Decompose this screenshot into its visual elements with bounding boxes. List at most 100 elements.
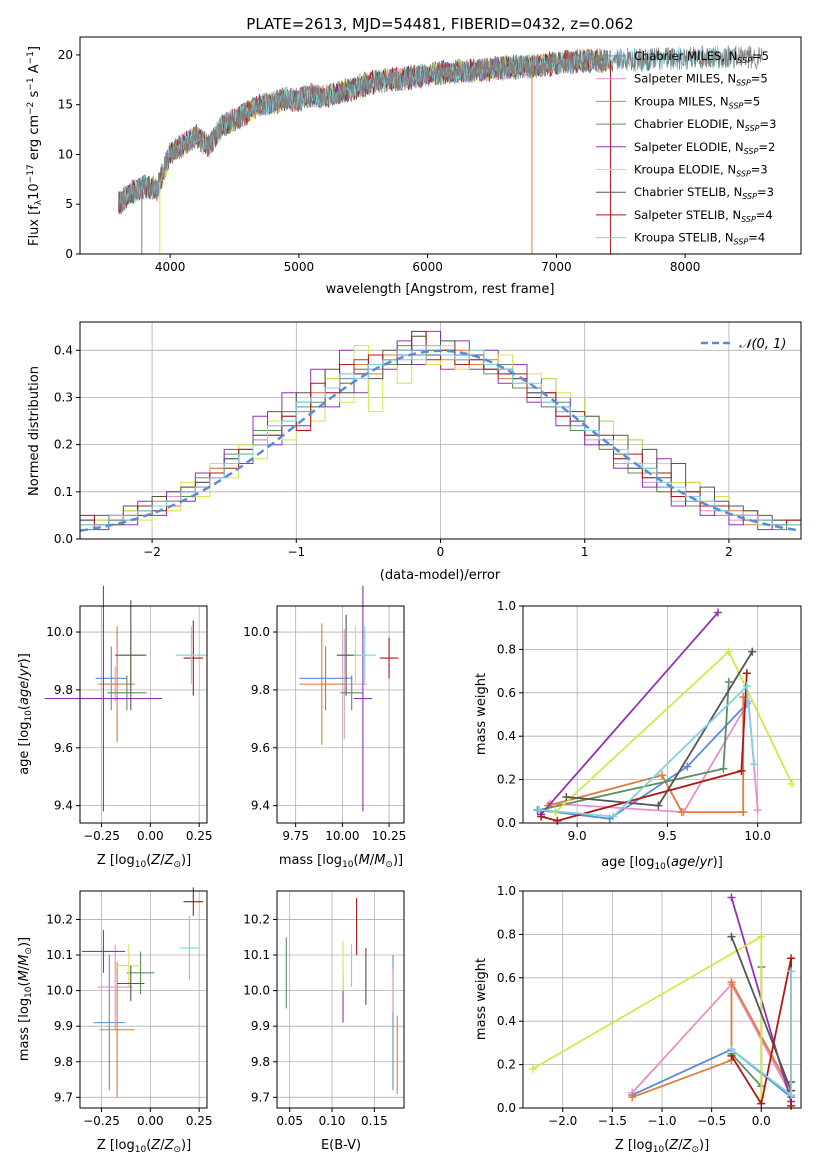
y-tick-label: 0.8 [497, 642, 516, 656]
y-tick-label: 9.4 [54, 799, 73, 813]
weight-point-marker [713, 608, 722, 617]
weight-point-marker [658, 771, 666, 780]
z-weight-panel: −2.0 −1.5 −1.0 −0.5 0.0 0.0 0.2 0.4 0.6 0.8 1.0 Z … [474, 884, 802, 1155]
legend-label: Kroupa STELIB, NSSP=4 [634, 231, 765, 247]
normal-legend-label: 𝒩(0, 1) [739, 337, 786, 352]
weight-point-marker [787, 954, 796, 963]
z-weight-xlabel: Z [log10(Z/Z⊙)] [615, 1138, 709, 1155]
x-tick-label: −2.0 [548, 1114, 577, 1128]
x-tick-label: −0.25 [83, 1114, 120, 1128]
weight-point-marker [654, 801, 663, 810]
weight-point-marker [727, 1045, 736, 1054]
weight-point-marker [757, 1099, 766, 1108]
weight-point-marker [535, 805, 544, 814]
weight-point-marker [562, 792, 571, 801]
mass-vs-age-panel: 9.75 10.00 10.25 9.4 9.6 9.8 10.0 mass [log10(… [243, 585, 406, 870]
y-tick-label: 9.7 [251, 1090, 270, 1104]
y-tick-label: 9.6 [251, 741, 270, 755]
y-tick-label: 0.0 [497, 1101, 516, 1115]
y-tick-label: 10.1 [46, 948, 73, 962]
weight-line [540, 673, 748, 822]
figure-title: PLATE=2613, MJD=54481, FIBERID=0432, z=0… [246, 15, 633, 33]
y-tick-label: 9.4 [251, 799, 270, 813]
y-tick-label: 0.8 [497, 927, 516, 941]
weight-line [540, 611, 719, 815]
weight-point-marker [753, 805, 762, 814]
weight-point-marker [528, 1064, 537, 1073]
y-tick-label: 0.1 [54, 485, 73, 499]
observed-spectrum-line [118, 45, 763, 213]
z-age-axes-frame [79, 605, 208, 824]
weight-point-marker [719, 764, 728, 773]
age-weight-axes-frame [522, 605, 802, 824]
y-tick-label: 0.4 [497, 1014, 516, 1028]
y-tick-label: 15 [58, 98, 73, 112]
x-tick-label: 0.0 [752, 1114, 771, 1128]
spectrum-axes-frame [79, 36, 802, 255]
weight-point-marker [609, 812, 618, 821]
x-tick-label: 0.10 [319, 1114, 346, 1128]
y-tick-label: 0.0 [54, 532, 73, 546]
legend-label: Salpeter STELIB, NSSP=4 [634, 208, 773, 224]
y-tick-label: 1.0 [497, 599, 516, 613]
weight-point-marker [683, 762, 692, 771]
residual-histogram-panel: −2 −1 0 1 2 0.0 0.1 0.2 0.3 0.4 𝒩(0, 1) (data-mod… [27, 321, 802, 583]
z-mass-xlabel: Z [log10(Z/Z⊙)] [97, 1138, 191, 1155]
weight-point-marker [727, 893, 736, 902]
weight-point-marker [787, 779, 796, 788]
y-tick-label: 0.3 [54, 390, 73, 404]
spectrum-xlabel: wavelength [Angstrom, rest frame] [326, 282, 555, 297]
legend-label: Salpeter ELODIE, NSSP=2 [634, 140, 775, 156]
histogram-xlabel: (data-model)/error [380, 568, 501, 583]
weight-point-marker [748, 647, 757, 656]
weight-point-marker [628, 1093, 637, 1102]
weight-point-marker [742, 669, 751, 678]
y-tick-label: 0.4 [497, 729, 516, 743]
x-tick-label: −0.25 [83, 829, 120, 843]
legend-label: Salpeter MILES, NSSP=5 [634, 72, 768, 88]
y-tick-label: 10.1 [243, 948, 270, 962]
weight-point-marker [787, 1090, 796, 1099]
weight-point-marker [739, 808, 748, 817]
x-tick-label: 4000 [155, 260, 186, 274]
x-tick-label: 9.75 [282, 829, 309, 843]
mass-age-xlabel: mass [log10(M/M⊙)] [279, 853, 403, 870]
x-tick-label: 0.05 [276, 1114, 303, 1128]
y-tick-label: 20 [58, 48, 73, 62]
x-tick-label: 0 [437, 545, 445, 559]
z-vs-mass-panel: −0.25 0.00 0.25 9.7 9.8 9.9 10.0 10.1 10.2 Z [lo… [17, 887, 213, 1155]
y-tick-label: 9.8 [251, 1055, 270, 1069]
weight-point-marker [537, 812, 546, 821]
weight-point-marker [677, 808, 686, 817]
x-tick-label: 1 [581, 545, 589, 559]
x-tick-label: 0.00 [137, 829, 164, 843]
legend-label: Kroupa ELODIE, NSSP=3 [634, 163, 768, 179]
z-age-ylabel: age [log10(age/yr)] [17, 653, 34, 775]
weight-point-marker [757, 932, 766, 941]
z-mass-axes-frame [79, 890, 208, 1109]
y-tick-label: 5 [65, 197, 73, 211]
x-tick-label: −1.5 [598, 1114, 627, 1128]
z-age-xlabel: Z [log10(Z/Z⊙)] [97, 853, 191, 870]
x-tick-label: 10.0 [744, 829, 771, 843]
z-mass-ylabel: mass [log10(M/M⊙)] [17, 937, 34, 1061]
spectrum-ylabel: Flux [fλ10−17 erg cm−2 s−1 A−1] [26, 46, 44, 246]
weight-point-marker [737, 766, 746, 775]
y-tick-label: 10.0 [243, 984, 270, 998]
weight-point-marker [724, 677, 733, 686]
x-tick-label: 2 [725, 545, 733, 559]
x-tick-label: −2 [143, 545, 161, 559]
ebv-mass-axes-frame [276, 890, 405, 1109]
weight-point-marker [724, 647, 733, 656]
x-tick-label: 10.00 [325, 829, 359, 843]
x-tick-label: −1 [287, 545, 305, 559]
weight-line [539, 684, 755, 818]
weight-point-marker [787, 967, 796, 976]
histogram-ylabel: Normed distribution [27, 366, 42, 496]
mass-age-axes-frame [276, 605, 405, 824]
x-tick-label: 0.25 [186, 1114, 213, 1128]
y-tick-label: 0 [65, 247, 73, 261]
residual-histogram-step [79, 345, 801, 539]
x-tick-label: 9.5 [658, 829, 677, 843]
